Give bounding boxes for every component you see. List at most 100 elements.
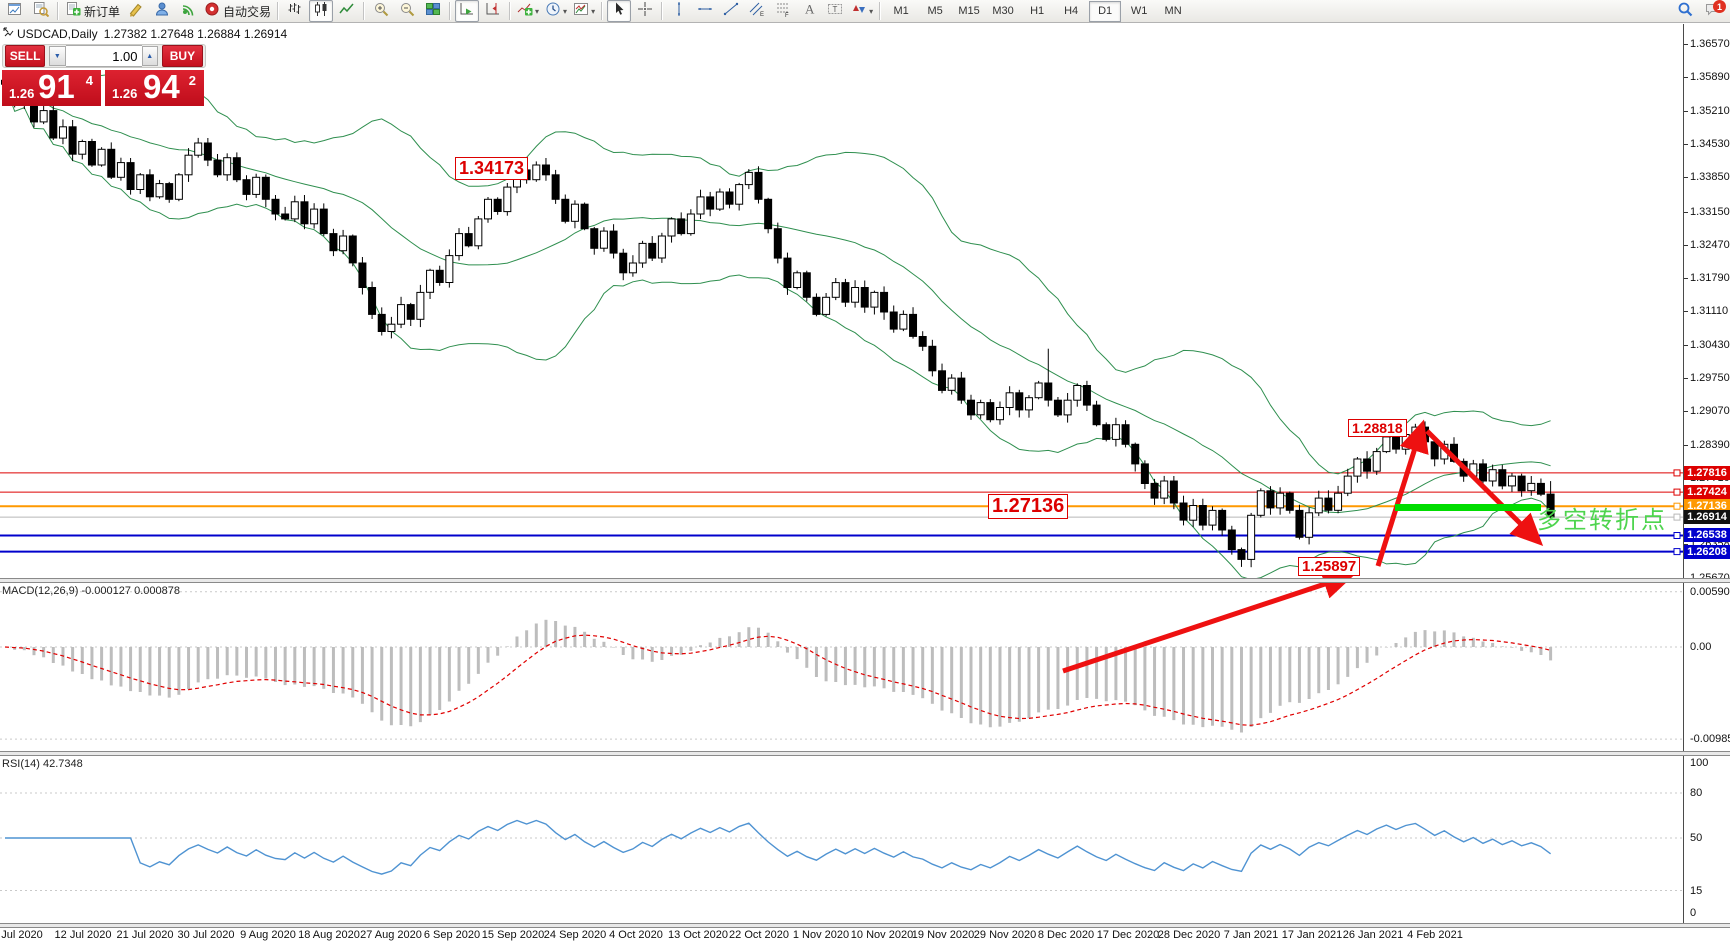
date-label[interactable]: 26 Jan 2021 [1342,929,1404,941]
chart-symbol-period: USDCAD,Daily [17,27,98,41]
date-label[interactable]: 1 Nov 2020 [792,929,850,941]
search-button[interactable] [1673,0,1697,22]
rsi-scale-label: 15 [1690,885,1703,897]
pane-separator-macd[interactable] [0,578,1730,583]
price-annotation-1-25897[interactable]: 1.25897 [1298,557,1361,576]
date-label[interactable]: 18 Aug 2020 [298,929,360,941]
rsi-indicator-label: RSI(14) 42.7348 [2,758,83,770]
price-annotation-1-34173[interactable]: 1.34173 [455,157,529,180]
date-label[interactable]: 9 Aug 2020 [240,929,296,941]
date-label[interactable]: 19 Nov 2020 [911,929,975,941]
text-label-tool-icon: T [827,1,843,22]
search-icon [1677,1,1693,22]
date-label[interactable]: Jul 2020 [1,929,43,941]
date-label[interactable]: 29 Nov 2020 [973,929,1037,941]
chart-shift-button[interactable] [481,0,505,22]
bar-chart-icon [287,1,303,22]
ask-price-box[interactable]: 1.26 94 2 [105,68,204,106]
periods-icon [545,1,561,22]
trendline-button[interactable] [719,0,743,22]
timeframe-m30-button[interactable]: M30 [992,5,1014,17]
volume-increase-button[interactable]: ▲ [141,46,158,66]
date-label[interactable]: 7 Jan 2021 [1223,929,1279,941]
timeframe-m5-button[interactable]: M5 [927,5,943,17]
timeframe-w1-button[interactable]: W1 [1130,5,1148,17]
date-label[interactable]: 4 Feb 2021 [1407,929,1463,941]
date-label[interactable]: 22 Oct 2020 [729,929,789,941]
price-tick-label: 1.35890 [1690,71,1730,83]
date-label[interactable]: 15 Sep 2020 [481,929,545,941]
fibonacci-retracement-button[interactable]: F [771,0,795,22]
bid-pips: 91 [38,68,75,105]
auto-scroll-button[interactable] [455,0,480,22]
navigator-button[interactable] [150,0,174,22]
metaeditor-button[interactable] [124,0,148,22]
price-tick-mark [1683,411,1688,412]
cursor-button[interactable] [607,0,632,22]
volume-decrease-button[interactable]: ▼ [49,46,66,66]
one-click-trading-panel: SELL ▼ ▲ BUY 1.26 91 4 1.26 94 2 [2,44,206,106]
timeframe-h1-button[interactable]: H1 [1030,5,1045,17]
price-tick-label: 1.31790 [1690,272,1730,284]
date-label[interactable]: 21 Jul 2020 [116,929,174,941]
profiles-button[interactable] [29,0,53,22]
toolbar-separator [363,2,366,20]
horizontal-line-button[interactable] [693,0,717,22]
zoom-out-button[interactable] [395,0,419,22]
macd-indicator-label: MACD(12,26,9) -0.000127 0.000878 [2,585,180,597]
support-zone-bar[interactable] [1395,504,1541,511]
templates-button[interactable]: ▾ [571,0,597,22]
line-chart-icon [339,1,355,22]
buy-button[interactable]: BUY [161,45,204,67]
indicators-button[interactable]: ▾ [515,0,541,22]
date-label[interactable]: 17 Dec 2020 [1096,929,1160,941]
turning-point-label: 多空转折点 [1537,507,1667,534]
timeframe-m1-button[interactable]: M1 [893,5,909,17]
bid-price-box[interactable]: 1.26 91 4 [2,68,101,106]
date-label[interactable]: 8 Dec 2020 [1037,929,1095,941]
price-annotation-1-28818[interactable]: 1.28818 [1348,419,1407,437]
crosshair-icon [637,1,653,22]
text-label-tool-button[interactable]: T [823,0,847,22]
date-label[interactable]: 28 Dec 2020 [1157,929,1221,941]
date-label[interactable]: 10 Nov 2020 [850,929,914,941]
date-label[interactable]: 17 Jan 2021 [1281,929,1343,941]
date-label[interactable]: 13 Oct 2020 [668,929,728,941]
date-label[interactable]: 27 Aug 2020 [360,929,422,941]
crosshair-button[interactable] [633,0,657,22]
candle-chart-button[interactable] [309,0,334,22]
signals-button[interactable] [176,0,200,22]
timeframe-m15-button[interactable]: M15 [958,5,980,17]
svg-text:T: T [833,5,838,14]
equidistant-channel-button[interactable]: E [745,0,769,22]
horizontal-line-icon [697,1,713,22]
autotrading-button[interactable]: 自动交易 [202,0,273,22]
pane-separator-rsi[interactable] [0,751,1730,756]
new-chart-button[interactable] [3,0,27,22]
date-label[interactable]: 12 Jul 2020 [54,929,112,941]
periods-button[interactable]: ▾ [543,0,569,22]
bar-chart-button[interactable] [283,0,307,22]
vertical-line-button[interactable] [667,0,691,22]
sell-button[interactable]: SELL [5,45,46,67]
date-label[interactable]: 6 Sep 2020 [423,929,481,941]
new-order-button[interactable]: 新订单 [63,0,122,22]
price-annotation-1-27136[interactable]: 1.27136 [988,494,1069,519]
timeframe-d1-button[interactable]: D1 [1089,0,1122,22]
date-label[interactable]: 30 Jul 2020 [177,929,235,941]
text-tool-button[interactable]: A [797,0,821,22]
timeframe-mn-button[interactable]: MN [1164,5,1182,17]
timeframe-h4-button[interactable]: H4 [1064,5,1079,17]
notifications-button[interactable]: 1 [1699,0,1726,22]
zoom-in-button[interactable] [369,0,393,22]
price-tick-mark [1683,445,1688,446]
tile-windows-button[interactable] [421,0,445,22]
volume-input[interactable] [65,45,142,67]
date-label[interactable]: 4 Oct 2020 [609,929,663,941]
price-tick-mark [1683,311,1688,312]
date-label[interactable]: 24 Sep 2020 [543,929,607,941]
arrow-shapes-button[interactable]: ▾ [849,0,875,22]
line-chart-button[interactable] [335,0,359,22]
bid-point: 4 [85,73,93,88]
